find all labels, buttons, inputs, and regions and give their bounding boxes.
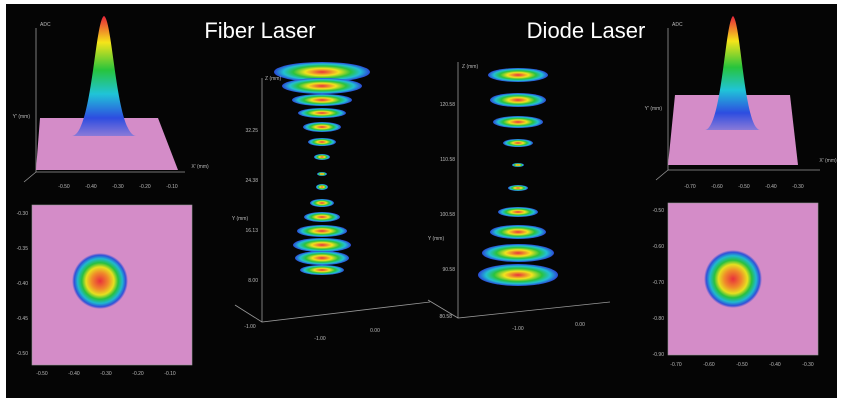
beam-slice (488, 68, 548, 82)
axis-label: -0.50 (738, 184, 750, 190)
axis-label: Y' (mm) (645, 106, 663, 112)
axis-label: X' (mm) (191, 164, 209, 170)
axis-label: -0.40 (85, 184, 97, 190)
axis-label: -0.50 (36, 371, 48, 377)
beam-slice (490, 225, 546, 239)
axis-label: -0.45 (17, 316, 29, 322)
beam-slice (512, 163, 524, 167)
left-map (32, 205, 192, 365)
axis-label: -0.80 (653, 316, 665, 322)
axis-label: -0.90 (653, 352, 665, 358)
axis-label: Y' (mm) (13, 114, 31, 120)
axis-label: -0.70 (653, 280, 665, 286)
axis-label: 120.58 (440, 102, 456, 108)
beam-slice (308, 138, 336, 146)
beam-slice (316, 184, 328, 190)
axis-label: -0.35 (17, 246, 29, 252)
axis-label: -0.20 (132, 371, 144, 377)
axis-label: -1.00 (512, 326, 524, 332)
axis-label: 16.13 (245, 228, 258, 234)
beam-slice (297, 225, 347, 237)
axis-label: 0.00 (575, 322, 585, 328)
axis-label: Y (mm) (232, 216, 249, 222)
beam-slice (317, 172, 327, 176)
axis-label: -0.60 (711, 184, 723, 190)
axis-label: -0.30 (17, 211, 29, 217)
beam-slice (293, 238, 351, 252)
beam-slice (310, 199, 334, 207)
axis-label: -0.30 (112, 184, 124, 190)
axis-label: -0.10 (166, 184, 178, 190)
axis-label: -0.50 (736, 362, 748, 368)
beam-slice (478, 264, 558, 286)
beam-slice (498, 207, 538, 217)
axis-label: -0.20 (139, 184, 151, 190)
beam-slice (508, 185, 528, 191)
axis-label: 24.38 (245, 178, 258, 184)
axis-label: -0.50 (17, 351, 29, 357)
axis-label: -1.00 (244, 324, 256, 330)
axis-label: -0.70 (670, 362, 682, 368)
axis-label: -0.30 (100, 371, 112, 377)
axis-label: -0.10 (164, 371, 176, 377)
axis-label: -0.50 (58, 184, 70, 190)
axis-label: -1.00 (314, 336, 326, 342)
fiber-title: Fiber Laser (204, 18, 315, 43)
axis-label: 8.00 (248, 278, 258, 284)
axis-label: 110.58 (440, 157, 455, 163)
axis-label: -0.40 (17, 281, 29, 287)
right-map (668, 203, 818, 355)
page: Fiber Laser Diode Laser ADC Y' (mm) X' (mm… (0, 0, 843, 403)
axis-label: X' (mm) (819, 158, 837, 164)
axis-label: -0.50 (653, 208, 665, 214)
axis-label: -0.30 (792, 184, 804, 190)
beam-slice (503, 139, 533, 147)
axis-label: -0.60 (703, 362, 715, 368)
axis-label: ADC (672, 22, 683, 28)
beam-slice (282, 78, 362, 94)
axis-label: -0.40 (769, 362, 781, 368)
axis-label: ADC (40, 22, 51, 28)
beam-slice (304, 212, 340, 222)
axis-label: Z (mm) (265, 76, 281, 82)
axis-label: 90.58 (442, 267, 455, 273)
beam-slice (300, 265, 344, 275)
beam-slice (493, 116, 543, 128)
axis-label: Y (mm) (428, 236, 445, 242)
beam-slice (314, 154, 330, 160)
axis-label: Z (mm) (462, 64, 478, 70)
axis-label: -0.60 (653, 244, 665, 250)
beam-slice (292, 94, 352, 106)
axis-label: 100.58 (440, 212, 456, 218)
axis-label: -0.70 (684, 184, 696, 190)
axis-label: -0.40 (765, 184, 777, 190)
axis-label: -0.40 (68, 371, 80, 377)
axis-label: 80.58 (439, 314, 452, 320)
axis-label: -0.30 (802, 362, 814, 368)
beam-slice (490, 93, 546, 107)
beam-slice (298, 108, 346, 118)
beam-slice (303, 122, 341, 132)
beam-slice (482, 244, 554, 262)
beam-slice (295, 251, 349, 265)
diode-title: Diode Laser (527, 18, 646, 43)
axis-label: 0.00 (370, 328, 380, 334)
axis-label: 32.25 (245, 128, 258, 134)
figure: Fiber Laser Diode Laser ADC Y' (mm) X' (mm… (0, 0, 843, 403)
